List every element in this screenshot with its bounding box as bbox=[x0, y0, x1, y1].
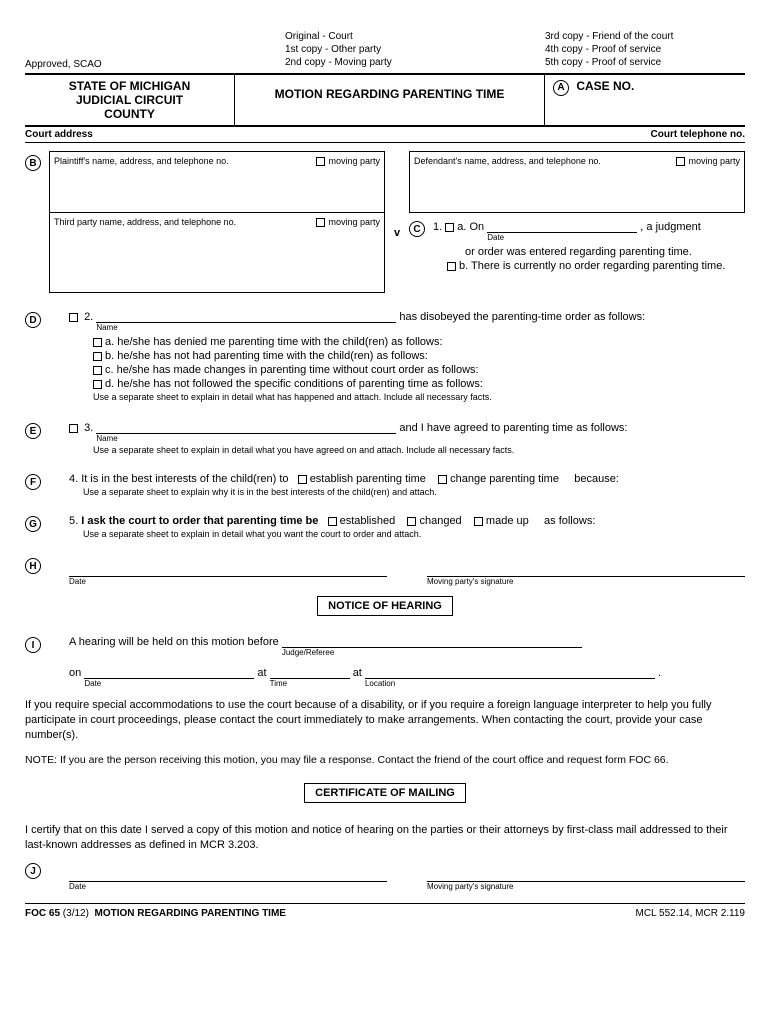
plaintiff-box[interactable]: Plaintiff's name, address, and telephone… bbox=[49, 151, 385, 213]
plaintiff-column: Plaintiff's name, address, and telephone… bbox=[49, 151, 385, 293]
checkbox[interactable] bbox=[298, 475, 307, 484]
footer-left: FOC 65 (3/12) MOTION REGARDING PARENTING… bbox=[25, 908, 286, 919]
d-note: Use a separate sheet to explain in detai… bbox=[93, 392, 745, 402]
section-g: G 5. I ask the court to order that paren… bbox=[25, 515, 745, 539]
checkbox[interactable] bbox=[438, 475, 447, 484]
checkbox[interactable] bbox=[69, 313, 78, 322]
approved-text: Approved, SCAO bbox=[25, 30, 225, 71]
section-e: E 3. Name and I have agreed to parenting… bbox=[25, 422, 745, 455]
checkbox[interactable] bbox=[93, 380, 102, 389]
defendant-moving: moving party bbox=[676, 156, 740, 166]
copy-line: 5th copy - Proof of service bbox=[545, 56, 745, 69]
checkbox[interactable] bbox=[447, 262, 456, 271]
copy-line: 3rd copy - Friend of the court bbox=[545, 30, 745, 43]
defendant-column: Defendant's name, address, and telephone… bbox=[409, 151, 745, 293]
copy-line: 1st copy - Other party bbox=[285, 43, 485, 56]
checkbox[interactable] bbox=[93, 352, 102, 361]
signature-field[interactable]: Moving party's signature bbox=[427, 868, 745, 891]
checkbox[interactable] bbox=[93, 338, 102, 347]
copies-left: Original - Court 1st copy - Other party … bbox=[285, 30, 485, 71]
notice-heading: NOTICE OF HEARING bbox=[317, 596, 453, 616]
name-field[interactable]: Name bbox=[96, 422, 396, 443]
name-field[interactable]: Name bbox=[96, 311, 396, 332]
plaintiff-moving: moving party bbox=[316, 156, 380, 166]
case-no-label: CASE NO. bbox=[576, 79, 634, 93]
court-address-label: Court address bbox=[25, 129, 93, 140]
case-no-cell: A CASE NO. bbox=[545, 75, 745, 125]
marker-d: D bbox=[25, 312, 41, 328]
third-party-label: Third party name, address, and telephone… bbox=[54, 217, 236, 227]
section-f: F 4. It is in the best interests of the … bbox=[25, 473, 745, 497]
hearing-when: on Date at Time at Location . bbox=[69, 667, 745, 688]
marker-b: B bbox=[25, 155, 41, 171]
section-j: J Date Moving party's signature bbox=[25, 862, 745, 891]
defendant-label: Defendant's name, address, and telephone… bbox=[414, 156, 601, 166]
marker-c: C bbox=[409, 221, 425, 237]
checkbox[interactable] bbox=[93, 366, 102, 375]
marker-f: F bbox=[25, 474, 41, 490]
court-phone-label: Court telephone no. bbox=[651, 129, 745, 140]
form-title: MOTION REGARDING PARENTING TIME bbox=[235, 75, 545, 125]
d-options: a. he/she has denied me parenting time w… bbox=[93, 336, 745, 402]
g-note: Use a separate sheet to explain in detai… bbox=[83, 529, 745, 539]
form-footer: FOC 65 (3/12) MOTION REGARDING PARENTING… bbox=[25, 903, 745, 919]
f-note: Use a separate sheet to explain why it i… bbox=[83, 487, 745, 497]
third-moving: moving party bbox=[316, 217, 380, 227]
notice-heading-wrap: NOTICE OF HEARING bbox=[25, 586, 745, 626]
marker-j: J bbox=[25, 863, 41, 879]
marker-b-col: B bbox=[25, 151, 43, 293]
copy-line: 2nd copy - Moving party bbox=[285, 56, 485, 69]
marker-i: I bbox=[25, 637, 41, 653]
checkbox[interactable] bbox=[676, 157, 685, 166]
cert-heading: CERTIFICATE OF MAILING bbox=[304, 783, 466, 803]
checkbox[interactable] bbox=[445, 223, 454, 232]
accommodation-text: If you require special accommodations to… bbox=[25, 698, 745, 743]
item-1-cont: or order was entered regarding parenting… bbox=[465, 246, 745, 258]
checkbox[interactable] bbox=[316, 157, 325, 166]
hearing-date[interactable]: Date bbox=[84, 667, 254, 688]
hearing-time[interactable]: Time bbox=[270, 667, 350, 688]
hearing-location[interactable]: Location bbox=[365, 667, 655, 688]
judge-field[interactable]: Judge/Referee bbox=[282, 636, 582, 657]
copy-line: 4th copy - Proof of service bbox=[545, 43, 745, 56]
cert-heading-wrap: CERTIFICATE OF MAILING bbox=[25, 773, 745, 813]
cert-text: I certify that on this date I served a c… bbox=[25, 823, 745, 853]
checkbox[interactable] bbox=[407, 517, 416, 526]
state-label: STATE OF MICHIGAN bbox=[25, 79, 234, 93]
marker-h: H bbox=[25, 558, 41, 574]
copy-line: Original - Court bbox=[285, 30, 485, 43]
response-note: NOTE: If you are the person receiving th… bbox=[25, 753, 745, 767]
e-note: Use a separate sheet to explain in detai… bbox=[93, 445, 745, 455]
checkbox[interactable] bbox=[69, 424, 78, 433]
marker-g: G bbox=[25, 516, 41, 532]
date-field[interactable]: Date bbox=[69, 868, 387, 891]
third-party-box[interactable]: Third party name, address, and telephone… bbox=[49, 213, 385, 293]
plaintiff-label: Plaintiff's name, address, and telephone… bbox=[54, 156, 229, 166]
versus: v bbox=[391, 151, 403, 293]
top-distribution: Approved, SCAO Original - Court 1st copy… bbox=[25, 30, 745, 75]
section-i: I A hearing will be held on this motion … bbox=[25, 636, 745, 688]
section-d: D 2. Name has disobeyed the parenting-ti… bbox=[25, 311, 745, 404]
defendant-box[interactable]: Defendant's name, address, and telephone… bbox=[409, 151, 745, 213]
date-field[interactable]: Date bbox=[69, 563, 387, 586]
item-1: 1. a. On Date , a judgment bbox=[433, 221, 745, 242]
court-address-row: Court address Court telephone no. bbox=[25, 127, 745, 143]
section-c: C 1. a. On Date , a judgment or order wa… bbox=[409, 221, 745, 272]
court-heading: STATE OF MICHIGAN JUDICIAL CIRCUIT COUNT… bbox=[25, 75, 235, 125]
section-h: H Date Moving party's signature bbox=[25, 557, 745, 586]
signature-field[interactable]: Moving party's signature bbox=[427, 563, 745, 586]
checkbox[interactable] bbox=[328, 517, 337, 526]
checkbox[interactable] bbox=[316, 218, 325, 227]
date-field[interactable]: Date bbox=[487, 221, 637, 242]
county-label: COUNTY bbox=[25, 107, 234, 121]
item-1b: b. There is currently no order regarding… bbox=[447, 260, 745, 272]
form-header: STATE OF MICHIGAN JUDICIAL CIRCUIT COUNT… bbox=[25, 75, 745, 127]
checkbox[interactable] bbox=[474, 517, 483, 526]
footer-right: MCL 552.14, MCR 2.119 bbox=[636, 908, 746, 919]
marker-a: A bbox=[553, 80, 569, 96]
copies-right: 3rd copy - Friend of the court 4th copy … bbox=[545, 30, 745, 71]
party-grid: B Plaintiff's name, address, and telepho… bbox=[25, 151, 745, 293]
circuit-label: JUDICIAL CIRCUIT bbox=[25, 93, 234, 107]
marker-e: E bbox=[25, 423, 41, 439]
